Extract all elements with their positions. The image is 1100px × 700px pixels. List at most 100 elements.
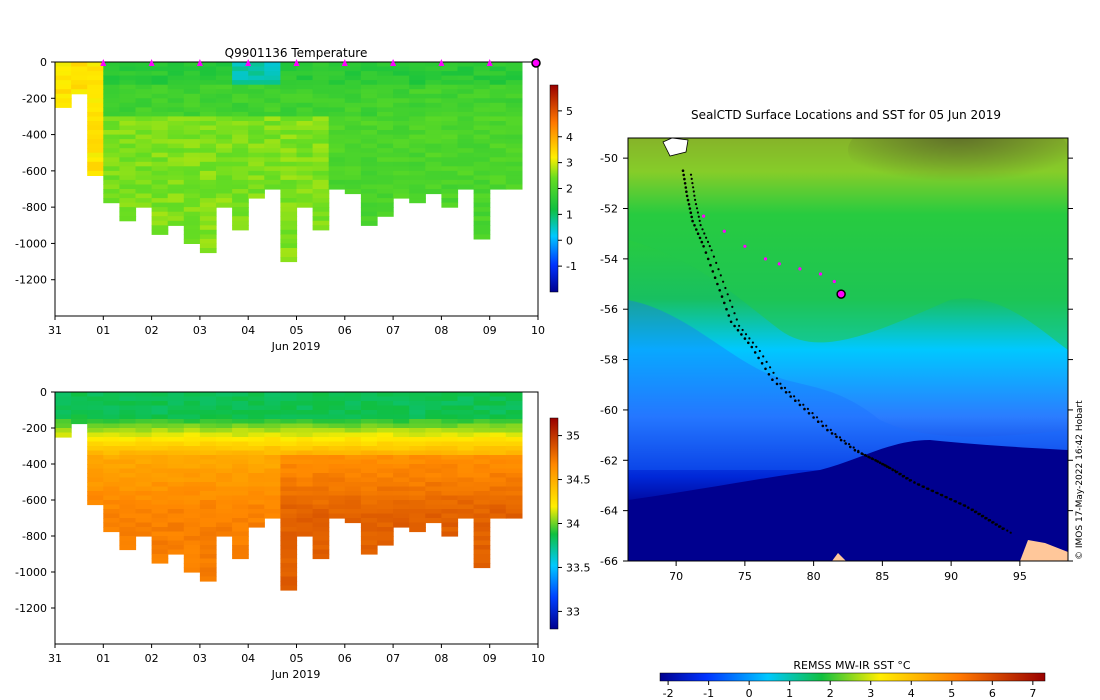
heatmap-cell [103,405,120,411]
track-point [702,245,705,248]
heatmap-cell [409,130,426,136]
heatmap-cell [377,111,394,117]
heatmap-cell [199,473,217,479]
heatmap-cell [119,202,137,208]
heatmap-cell [151,428,169,434]
heatmap-cell [135,139,153,145]
heatmap-cell [264,446,281,452]
heatmap-cell [183,491,201,497]
temperature-y-axis: 0-200-400-600-800-1000-1200 [15,56,55,287]
heatmap-cell [296,437,314,443]
heatmap-cell [280,482,298,488]
heatmap-cell [312,66,330,72]
heatmap-cell [441,504,459,510]
heatmap-cell [248,446,265,452]
heatmap-cell [119,170,137,176]
heatmap-cell [232,80,249,86]
heatmap-cell [505,509,523,515]
heatmap-cell [280,80,298,86]
heatmap-cell [328,157,346,163]
heatmap-cell [312,527,330,533]
heatmap-cell [505,143,523,149]
track-point [998,525,1001,528]
heatmap-cell [183,513,201,519]
track-point [883,464,886,467]
track-point [839,438,843,442]
heatmap-cell [360,125,378,131]
heatmap-cell [505,455,523,461]
heatmap-cell [360,410,378,416]
heatmap-cell [425,513,442,519]
heatmap-cell [473,66,491,72]
heatmap-cell [216,500,233,506]
track-point [765,360,768,363]
heatmap-cell [409,518,426,524]
heatmap-cell [87,125,104,131]
heatmap-cell [360,527,378,533]
heatmap-cell [151,207,169,213]
heatmap-cell [216,71,233,77]
heatmap-cell [119,401,137,407]
heatmap-cell [473,207,491,213]
heatmap-cell [489,139,507,145]
heatmap-cell [216,522,233,528]
heatmap-cell [87,89,104,95]
heatmap-cell [264,71,281,77]
heatmap-cell [216,111,233,117]
heatmap-cell [489,500,507,506]
heatmap-cell [199,102,217,108]
heatmap-cell [280,148,298,154]
heatmap-cell [280,509,298,515]
heatmap-cell [264,111,281,117]
heatmap-cell [55,410,72,416]
heatmap-cell [328,455,346,461]
heatmap-cell [151,175,169,181]
heatmap-cell [167,216,185,222]
heatmap-cell [344,446,362,452]
heatmap-cell [312,414,330,420]
heatmap-cell [377,139,394,145]
heatmap-cell [167,84,185,90]
heatmap-cell [328,170,346,176]
track-point [793,395,796,398]
heatmap-cell [216,414,233,420]
heatmap-cell [135,166,153,172]
heatmap-cell [344,414,362,420]
heatmap-cell [409,175,426,181]
heatmap-cell [328,513,346,519]
heatmap-cell [264,473,281,479]
heatmap-cell [360,89,378,95]
heatmap-cell [199,531,217,537]
heatmap-cell [457,491,475,497]
heatmap-cell [151,130,169,136]
heatmap-cell [441,111,459,117]
heatmap-cell [344,116,362,122]
heatmap-cell [377,179,394,185]
heatmap-cell [183,437,201,443]
heatmap-cell [280,549,298,555]
heatmap-cell [505,93,523,99]
heatmap-cell [377,455,394,461]
heatmap-cell [489,107,507,113]
heatmap-cell [360,522,378,528]
track-point [917,483,921,486]
heatmap-cell [377,536,394,542]
heatmap-cell [151,75,169,81]
heatmap-cell [425,491,442,497]
heatmap-cell [167,193,185,199]
heatmap-cell [457,89,475,95]
heatmap-cell [151,500,169,506]
heatmap-cell [87,170,104,176]
heatmap-cell [199,143,217,149]
heatmap-cell [344,179,362,185]
heatmap-cell [103,161,120,167]
heatmap-cell [328,441,346,447]
heatmap-cell [280,504,298,510]
heatmap-cell [425,107,442,113]
heatmap-cell [312,193,330,199]
heatmap-cell [119,504,137,510]
heatmap-cell [457,80,475,86]
heatmap-cell [87,401,104,407]
heatmap-cell [393,473,410,479]
heatmap-cell [425,396,442,402]
